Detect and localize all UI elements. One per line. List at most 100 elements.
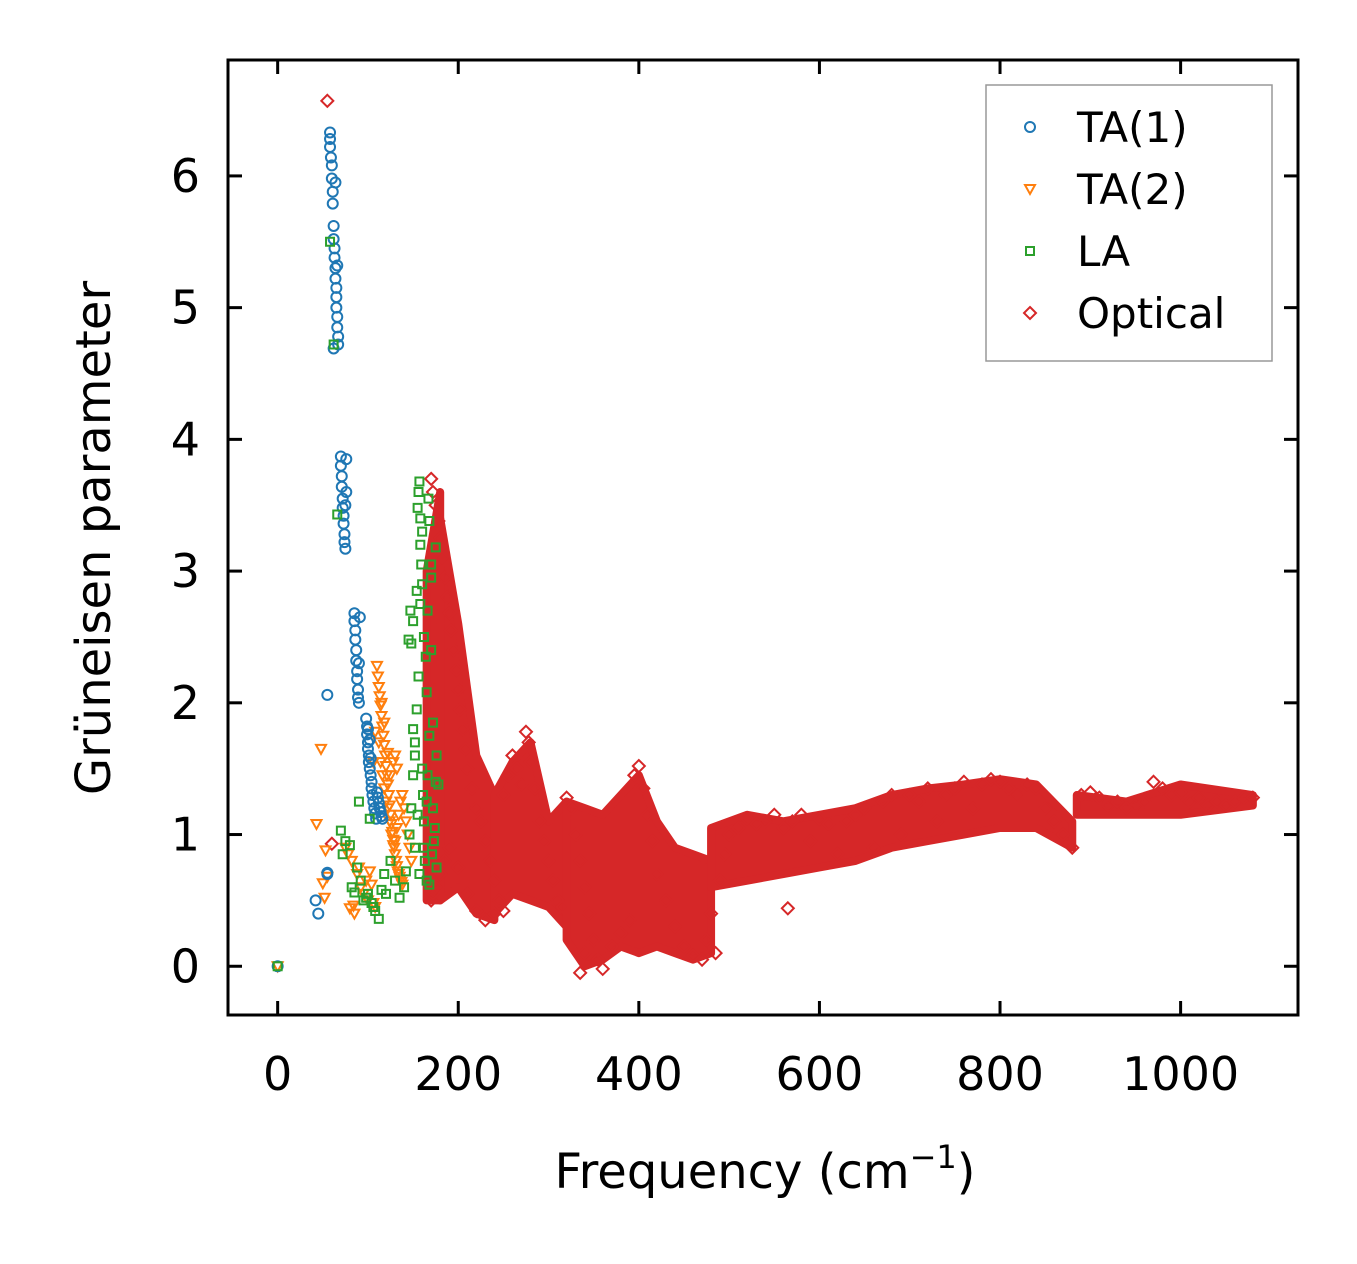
la-point-54 [424, 516, 435, 527]
la-point-37 [412, 502, 423, 513]
optical-point-21 [473, 813, 489, 829]
optical-point-107 [929, 813, 945, 829]
optical-point-83 [721, 827, 737, 842]
optical-point-76 [685, 948, 701, 964]
optical-point-85 [739, 811, 755, 827]
legend: TA(1) TA(2) LA Optical [985, 84, 1273, 362]
x-tick-label-200: 200 [414, 1047, 502, 1101]
x-tick-label-0: 0 [263, 1047, 292, 1101]
optical-point-9 [440, 590, 455, 605]
ta-2-point-76 [377, 717, 391, 730]
la-point-2 [328, 339, 339, 350]
optical-point-79 [703, 906, 719, 921]
optical-point-36 [477, 912, 493, 928]
optical-point-38 [495, 787, 511, 803]
la-point-28 [400, 866, 411, 877]
ta-2-point-23 [370, 660, 384, 673]
optical-point-15 [452, 701, 468, 717]
la-point-1 [325, 236, 336, 247]
ta-2-point-24 [371, 671, 385, 684]
optical-point-81 [712, 873, 728, 889]
optical-point-7 [434, 550, 450, 566]
optical-point-49 [541, 853, 556, 869]
optical-point-24 [486, 873, 502, 889]
la-point-18 [368, 901, 379, 912]
ta-2-point-2 [314, 743, 328, 756]
optical-point-44 [521, 734, 537, 750]
la-point-75 [421, 875, 432, 886]
optical-point-125 [1091, 790, 1107, 806]
la-point-41 [415, 539, 426, 550]
optical-point-131 [1146, 774, 1161, 790]
ta-2-point-69 [402, 842, 417, 855]
ta-1-point-2 [312, 907, 325, 920]
optical-point-25 [491, 892, 507, 908]
optical-point-116 [1010, 787, 1026, 803]
ta-2-point-12 [347, 908, 362, 921]
optical-point-63 [577, 945, 593, 961]
la-point-27 [399, 882, 410, 893]
la-point-16 [364, 813, 375, 824]
la-point-30 [405, 605, 416, 616]
la-point-53 [423, 493, 434, 504]
optical-point-37 [486, 906, 502, 921]
la-point-38 [413, 487, 424, 498]
la-point-14 [361, 892, 372, 903]
x-tick-label-1000: 1000 [1122, 1047, 1239, 1101]
ta-1-point-79 [376, 812, 389, 825]
la-point-79 [422, 605, 433, 616]
ta-1-point-60 [361, 736, 374, 749]
la-point-5 [337, 849, 348, 860]
optical-point-136 [1191, 790, 1207, 806]
la-point-32 [408, 616, 419, 627]
optical-point-122 [1064, 840, 1080, 856]
la-point-61 [429, 822, 440, 833]
la-point-72 [404, 829, 415, 840]
optical-point-35 [468, 903, 484, 919]
la-point-11 [353, 796, 364, 807]
optical-point-50 [545, 873, 561, 889]
optical-point-31 [437, 853, 453, 869]
ta-1-point-54 [352, 696, 365, 709]
optical-point-8 [437, 570, 453, 586]
optical-point-90 [780, 900, 796, 916]
optical-point-5 [430, 513, 446, 529]
optical-point-118 [1028, 781, 1044, 796]
optical-point-97 [839, 813, 854, 829]
optical-point-73 [658, 892, 674, 908]
optical-point-99 [857, 800, 872, 816]
ta-1-point-29 [331, 259, 344, 272]
ta-1-point-43 [339, 499, 352, 512]
optical-point-102 [884, 787, 900, 803]
optical-band-4 [707, 775, 1077, 892]
ta-2-point-8 [341, 849, 355, 862]
ta-1-point-10 [325, 159, 338, 172]
optical-point-92 [793, 807, 809, 823]
optical-point-34 [459, 886, 475, 902]
la-point-40 [415, 513, 426, 524]
ta-2-point-70 [404, 855, 418, 868]
la-point-73 [412, 809, 423, 820]
optical-point-53 [559, 790, 575, 806]
ta-2-point-75 [374, 697, 389, 710]
series-ta-2 [270, 660, 418, 974]
la-point-20 [373, 913, 384, 924]
ta-2-point-20 [364, 879, 379, 892]
optical-point-101 [875, 794, 891, 810]
optical-point-96 [830, 846, 845, 862]
optical-point-39 [500, 767, 516, 783]
la-point-60 [428, 836, 439, 847]
la-point-70 [408, 770, 419, 781]
ta-1-point-9 [324, 151, 337, 164]
optical-point-89 [775, 820, 791, 836]
ta-1-point-81 [363, 733, 376, 746]
ta-2-point-4 [317, 892, 332, 905]
optical-point-23 [482, 853, 498, 869]
la-point-4 [335, 825, 346, 836]
ta-1-point-35 [336, 501, 349, 514]
optical-point-57 [577, 879, 593, 895]
ta-2-point-36 [382, 790, 396, 803]
ta-1-point-41 [340, 453, 353, 466]
optical-point-115 [1001, 781, 1017, 796]
ta-1-point-49 [350, 654, 363, 667]
